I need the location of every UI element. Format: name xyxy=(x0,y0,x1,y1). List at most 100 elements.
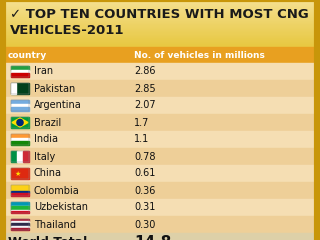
Bar xyxy=(11,73,29,77)
Bar xyxy=(4,63,316,80)
Bar xyxy=(4,12,316,13)
Bar xyxy=(4,14,316,15)
Bar xyxy=(11,83,29,94)
Bar xyxy=(4,39,316,41)
Bar xyxy=(4,41,316,43)
Bar xyxy=(4,17,316,19)
Bar xyxy=(11,138,29,141)
Text: 2.85: 2.85 xyxy=(134,84,156,94)
Bar xyxy=(11,151,17,162)
Bar xyxy=(4,26,316,28)
Bar xyxy=(11,210,29,211)
Bar xyxy=(4,9,316,11)
Bar xyxy=(11,185,29,191)
Bar xyxy=(11,141,29,145)
Text: 0.61: 0.61 xyxy=(134,168,156,179)
Bar xyxy=(4,28,316,29)
Bar xyxy=(4,38,316,40)
Text: China: China xyxy=(34,168,62,179)
Bar xyxy=(11,206,29,210)
Bar xyxy=(11,223,29,226)
Text: 2.86: 2.86 xyxy=(134,66,156,77)
Bar xyxy=(4,40,316,42)
Bar xyxy=(4,37,316,38)
Bar xyxy=(4,13,316,14)
Text: Thailand: Thailand xyxy=(34,220,76,229)
Bar xyxy=(4,3,316,5)
Text: Argentina: Argentina xyxy=(34,101,82,110)
Text: VEHICLES-2011: VEHICLES-2011 xyxy=(10,24,124,36)
Bar xyxy=(4,44,316,45)
Bar xyxy=(11,219,29,221)
Bar xyxy=(4,25,316,27)
Bar xyxy=(4,33,316,35)
Bar xyxy=(4,19,316,21)
Text: 2.07: 2.07 xyxy=(134,101,156,110)
Bar xyxy=(4,7,316,9)
Bar xyxy=(11,100,29,104)
Bar xyxy=(11,191,29,193)
Bar xyxy=(4,29,316,30)
Bar xyxy=(11,66,29,77)
Bar xyxy=(11,193,29,196)
Bar xyxy=(4,148,316,165)
Bar xyxy=(11,83,15,94)
Bar xyxy=(11,202,29,206)
Bar xyxy=(11,202,29,213)
Bar xyxy=(11,104,29,107)
Bar xyxy=(4,182,316,199)
Bar xyxy=(4,131,316,148)
Bar xyxy=(4,80,316,97)
Bar xyxy=(11,70,29,73)
Bar xyxy=(4,45,316,47)
Text: India: India xyxy=(34,134,58,144)
Bar xyxy=(4,23,316,25)
Bar xyxy=(4,32,316,34)
Text: 0.30: 0.30 xyxy=(134,220,156,229)
Bar xyxy=(11,151,29,162)
Text: World Total: World Total xyxy=(8,236,87,240)
Text: 0.36: 0.36 xyxy=(134,186,156,196)
Text: Pakistan: Pakistan xyxy=(34,84,75,94)
Text: 0.31: 0.31 xyxy=(134,203,156,212)
Bar xyxy=(11,83,29,94)
Bar xyxy=(4,5,316,6)
Bar xyxy=(4,36,316,37)
Text: ✓ TOP TEN COUNTRIES WITH MOST CNG: ✓ TOP TEN COUNTRIES WITH MOST CNG xyxy=(10,7,309,20)
Bar xyxy=(11,134,29,138)
Text: 1.1: 1.1 xyxy=(134,134,149,144)
Bar xyxy=(4,35,316,36)
Bar xyxy=(4,22,316,24)
Bar xyxy=(4,8,316,10)
Text: Brazil: Brazil xyxy=(34,118,61,127)
Bar xyxy=(4,1,316,3)
Bar xyxy=(11,168,29,179)
Bar xyxy=(4,2,316,4)
Bar xyxy=(4,21,316,22)
Bar xyxy=(17,151,23,162)
Bar xyxy=(11,107,29,111)
Bar xyxy=(4,114,316,131)
Bar xyxy=(11,66,29,70)
Polygon shape xyxy=(12,118,28,127)
Bar xyxy=(11,168,29,179)
Bar xyxy=(11,219,29,230)
Circle shape xyxy=(17,120,23,126)
Bar xyxy=(11,221,29,223)
Text: 14.8: 14.8 xyxy=(134,235,172,240)
Bar xyxy=(4,233,316,240)
Bar xyxy=(4,165,316,182)
Bar xyxy=(4,16,316,18)
Text: 1.7: 1.7 xyxy=(134,118,149,127)
Bar xyxy=(4,10,316,12)
Bar xyxy=(4,18,316,20)
Bar xyxy=(4,0,316,2)
Text: country: country xyxy=(8,50,47,60)
Bar xyxy=(4,42,316,44)
Bar xyxy=(4,6,316,7)
Bar xyxy=(11,117,29,128)
Bar xyxy=(4,30,316,31)
Bar xyxy=(4,15,316,17)
Bar xyxy=(11,226,29,228)
Bar xyxy=(11,185,29,196)
